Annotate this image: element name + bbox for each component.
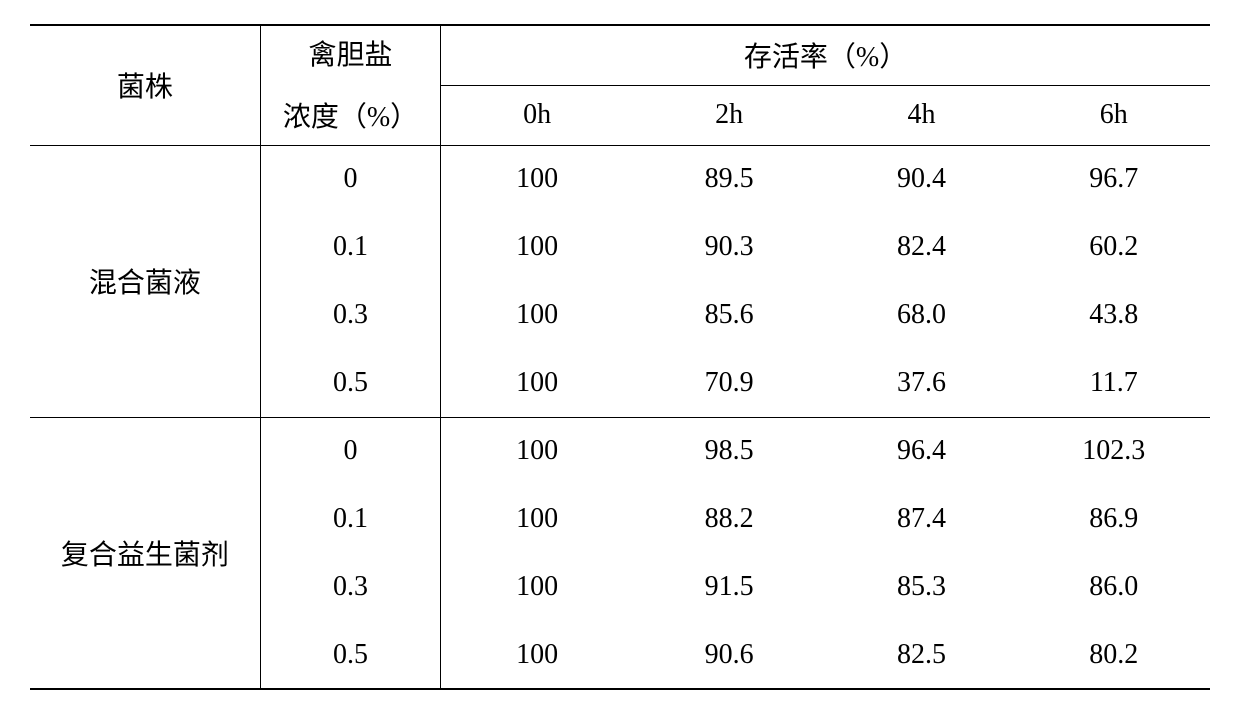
val-cell: 96.4 bbox=[825, 417, 1017, 485]
val-cell: 82.5 bbox=[825, 621, 1017, 689]
val-cell: 102.3 bbox=[1018, 417, 1210, 485]
val-cell: 100 bbox=[441, 281, 633, 349]
val-cell: 60.2 bbox=[1018, 213, 1210, 281]
table-row: 复合益生菌剂 0 100 98.5 96.4 102.3 bbox=[30, 417, 1210, 485]
val-cell: 91.5 bbox=[633, 553, 825, 621]
conc-cell: 0.3 bbox=[260, 281, 440, 349]
val-cell: 86.9 bbox=[1018, 485, 1210, 553]
val-cell: 100 bbox=[441, 145, 633, 213]
val-cell: 85.6 bbox=[633, 281, 825, 349]
val-cell: 100 bbox=[441, 349, 633, 417]
conc-cell: 0 bbox=[260, 417, 440, 485]
val-cell: 86.0 bbox=[1018, 553, 1210, 621]
val-cell: 98.5 bbox=[633, 417, 825, 485]
val-cell: 85.3 bbox=[825, 553, 1017, 621]
val-cell: 89.5 bbox=[633, 145, 825, 213]
header-time-4h: 4h bbox=[825, 85, 1017, 145]
conc-cell: 0.1 bbox=[260, 213, 440, 281]
val-cell: 96.7 bbox=[1018, 145, 1210, 213]
val-cell: 100 bbox=[441, 485, 633, 553]
strain-cell: 复合益生菌剂 bbox=[30, 417, 260, 689]
header-strain: 菌株 bbox=[30, 25, 260, 145]
val-cell: 90.6 bbox=[633, 621, 825, 689]
table-header-row-1: 菌株 禽胆盐 存活率（%） bbox=[30, 25, 1210, 85]
header-concentration-top: 禽胆盐 bbox=[260, 25, 440, 85]
val-cell: 68.0 bbox=[825, 281, 1017, 349]
data-table-container: 菌株 禽胆盐 存活率（%） 浓度（%） 0h 2h 4h 6h 混合菌液 0 1… bbox=[30, 24, 1210, 690]
val-cell: 80.2 bbox=[1018, 621, 1210, 689]
conc-cell: 0 bbox=[260, 145, 440, 213]
header-time-2h: 2h bbox=[633, 85, 825, 145]
val-cell: 87.4 bbox=[825, 485, 1017, 553]
header-conc-line1: 禽胆盐 bbox=[309, 35, 393, 77]
val-cell: 70.9 bbox=[633, 349, 825, 417]
conc-cell: 0.5 bbox=[260, 621, 440, 689]
header-time-0h: 0h bbox=[441, 85, 633, 145]
val-cell: 100 bbox=[441, 213, 633, 281]
header-survival: 存活率（%） bbox=[441, 25, 1210, 85]
survival-rate-table: 菌株 禽胆盐 存活率（%） 浓度（%） 0h 2h 4h 6h 混合菌液 0 1… bbox=[30, 24, 1210, 690]
header-concentration-bottom: 浓度（%） bbox=[260, 85, 440, 145]
conc-cell: 0.5 bbox=[260, 349, 440, 417]
val-cell: 11.7 bbox=[1018, 349, 1210, 417]
conc-cell: 0.3 bbox=[260, 553, 440, 621]
table-row: 混合菌液 0 100 89.5 90.4 96.7 bbox=[30, 145, 1210, 213]
val-cell: 82.4 bbox=[825, 213, 1017, 281]
strain-cell: 混合菌液 bbox=[30, 145, 260, 417]
header-time-6h: 6h bbox=[1018, 85, 1210, 145]
val-cell: 43.8 bbox=[1018, 281, 1210, 349]
val-cell: 100 bbox=[441, 553, 633, 621]
val-cell: 100 bbox=[441, 621, 633, 689]
val-cell: 90.3 bbox=[633, 213, 825, 281]
conc-cell: 0.1 bbox=[260, 485, 440, 553]
val-cell: 90.4 bbox=[825, 145, 1017, 213]
val-cell: 100 bbox=[441, 417, 633, 485]
val-cell: 88.2 bbox=[633, 485, 825, 553]
val-cell: 37.6 bbox=[825, 349, 1017, 417]
